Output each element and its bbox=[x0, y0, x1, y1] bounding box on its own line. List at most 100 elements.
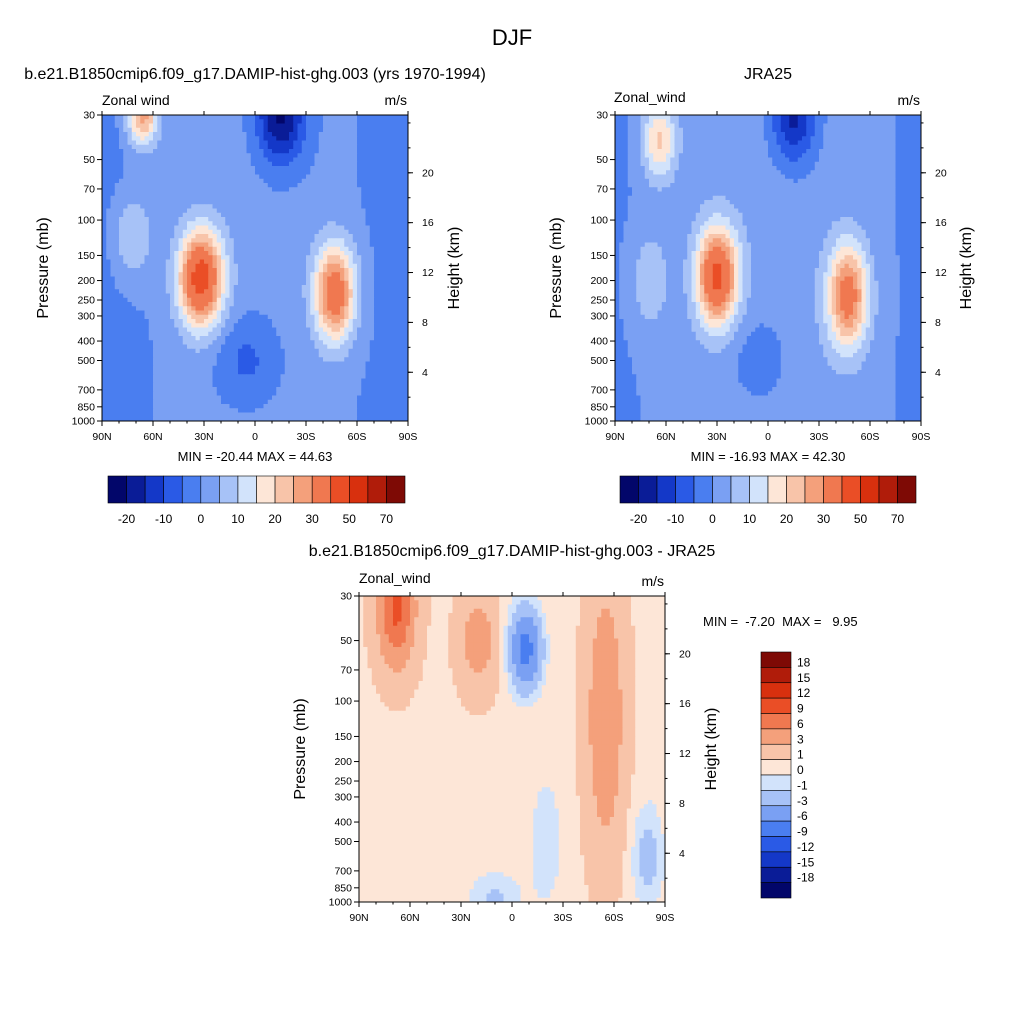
field-cell bbox=[365, 263, 371, 269]
field-cell bbox=[250, 136, 256, 141]
field-cell bbox=[365, 255, 371, 260]
field-cell bbox=[157, 399, 162, 405]
field-cell bbox=[352, 395, 358, 401]
field-cell bbox=[327, 399, 332, 405]
field-cell bbox=[191, 221, 196, 226]
field-cell bbox=[153, 153, 158, 158]
field-cell bbox=[357, 225, 362, 231]
field-cell bbox=[357, 327, 362, 333]
field-cell bbox=[352, 153, 358, 158]
field-cell bbox=[378, 115, 383, 120]
field-cell bbox=[242, 378, 247, 384]
field-cell bbox=[208, 370, 213, 375]
field-cell bbox=[318, 157, 324, 163]
field-cell bbox=[323, 404, 328, 409]
field-cell bbox=[399, 242, 405, 248]
field-cell bbox=[259, 174, 264, 180]
field-cell bbox=[212, 217, 218, 222]
field-cell bbox=[391, 183, 396, 188]
field-cell bbox=[335, 365, 341, 371]
field-cell bbox=[369, 387, 375, 392]
field-cell bbox=[187, 289, 192, 294]
field-cell bbox=[106, 382, 111, 388]
field-cell bbox=[140, 306, 145, 311]
field-cell bbox=[340, 285, 345, 290]
field-cell bbox=[165, 361, 171, 367]
field-cell bbox=[386, 370, 392, 375]
field-cell bbox=[199, 310, 205, 316]
field-cell bbox=[242, 370, 247, 375]
field-cell bbox=[382, 387, 388, 392]
field-cell bbox=[374, 251, 379, 256]
field-cell bbox=[144, 382, 150, 388]
field-cell bbox=[165, 331, 171, 337]
field-cell bbox=[293, 115, 298, 120]
field-cell bbox=[153, 276, 158, 282]
field-cell bbox=[199, 391, 205, 396]
field-cell bbox=[157, 132, 162, 137]
field-cell bbox=[110, 170, 116, 175]
field-cell bbox=[263, 246, 269, 252]
field-cell bbox=[284, 327, 290, 333]
field-cell bbox=[131, 136, 137, 141]
field-cell bbox=[365, 229, 371, 235]
field-cell bbox=[225, 255, 230, 260]
field-cell bbox=[382, 157, 388, 163]
field-cell bbox=[106, 242, 111, 248]
field-cell bbox=[136, 391, 141, 396]
field-cell bbox=[170, 174, 175, 180]
field-cell bbox=[242, 166, 247, 171]
field-cell bbox=[161, 255, 167, 260]
field-cell bbox=[144, 302, 150, 307]
field-cell bbox=[374, 361, 379, 367]
field-cell bbox=[178, 353, 184, 358]
field-cell bbox=[306, 285, 311, 290]
field-cell bbox=[382, 242, 388, 248]
field-cell bbox=[365, 289, 371, 294]
field-cell bbox=[131, 323, 137, 328]
field-cell bbox=[114, 344, 120, 350]
field-cell bbox=[297, 183, 303, 188]
field-cell bbox=[293, 306, 298, 311]
field-cell bbox=[238, 157, 243, 163]
field-cell bbox=[123, 132, 128, 137]
field-cell bbox=[263, 327, 269, 333]
field-cell bbox=[361, 183, 366, 188]
field-cell bbox=[199, 136, 205, 141]
field-cell bbox=[212, 144, 218, 150]
field-cell bbox=[208, 310, 213, 316]
field-cell bbox=[352, 357, 358, 362]
field-cell bbox=[395, 344, 400, 350]
field-cell bbox=[255, 115, 260, 120]
field-cell bbox=[306, 289, 311, 294]
field-cell bbox=[191, 255, 196, 260]
field-cell bbox=[195, 238, 201, 243]
field-cell bbox=[127, 174, 133, 180]
field-cell bbox=[246, 263, 252, 269]
field-cell bbox=[242, 255, 247, 260]
field-cell bbox=[374, 153, 379, 158]
field-cell bbox=[378, 387, 383, 392]
field-cell bbox=[374, 374, 379, 379]
field-cell bbox=[340, 174, 345, 180]
field-cell bbox=[335, 174, 341, 180]
field-cell bbox=[195, 319, 201, 324]
field-cell bbox=[110, 302, 116, 307]
field-cell bbox=[161, 183, 167, 188]
field-cell bbox=[386, 272, 392, 277]
field-cell bbox=[106, 161, 111, 167]
field-cell bbox=[144, 310, 150, 316]
field-cell bbox=[340, 166, 345, 171]
field-cell bbox=[310, 280, 315, 286]
field-cell bbox=[293, 212, 298, 218]
field-cell bbox=[178, 387, 184, 392]
field-cell bbox=[340, 157, 345, 163]
field-cell bbox=[263, 302, 269, 307]
field-cell bbox=[352, 140, 358, 146]
field-cell bbox=[395, 200, 400, 205]
field-cell bbox=[233, 378, 239, 384]
field-cell bbox=[335, 153, 341, 158]
field-cell bbox=[102, 166, 107, 171]
field-cell bbox=[263, 259, 269, 265]
field-cell bbox=[374, 242, 379, 248]
